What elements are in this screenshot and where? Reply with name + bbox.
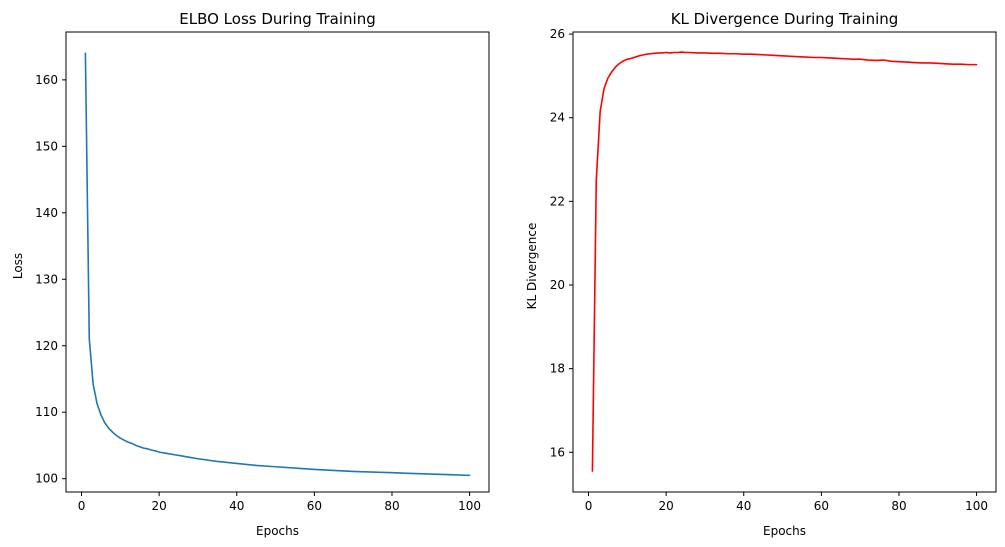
y-tick-label: 24 <box>550 111 565 125</box>
plot-area: 0 20 40 60 80 100 100 110 120 130 140 150 160 <box>35 52 481 513</box>
y-tick-label: 16 <box>550 445 565 459</box>
x-tick-label: 80 <box>384 499 399 513</box>
x-tick-label: 60 <box>814 499 829 513</box>
series-line <box>84 52 471 477</box>
axes-frame <box>65 31 490 493</box>
y-tick-label: 120 <box>35 339 58 353</box>
plot-area: 0 20 40 60 80 100 16 18 20 22 24 26 <box>550 27 988 513</box>
x-tick-label: 20 <box>658 499 673 513</box>
x-tick-label: 80 <box>891 499 906 513</box>
y-tick-label: 110 <box>35 405 58 419</box>
x-tick-label: 100 <box>965 499 988 513</box>
x-tick-label: 20 <box>151 499 166 513</box>
x-tick-label: 100 <box>458 499 481 513</box>
y-tick-label: 18 <box>550 362 565 376</box>
x-axis-label: Epochs <box>256 524 299 538</box>
y-tick-label: 150 <box>35 139 58 153</box>
y-axis-label: KL Divergence <box>525 223 539 310</box>
axes-frame <box>572 31 997 493</box>
y-tick-label: 100 <box>35 472 58 486</box>
x-tick-label: 40 <box>736 499 751 513</box>
y-axis-label: Loss <box>11 253 25 279</box>
x-tick-label: 60 <box>307 499 322 513</box>
y-tick-label: 26 <box>550 27 565 41</box>
x-tick-label: 0 <box>585 499 593 513</box>
y-tick-label: 20 <box>550 278 565 292</box>
elbo-loss-chart: ELBO Loss During Training Epochs Loss 0 2… <box>11 10 490 538</box>
y-tick-label: 22 <box>550 194 565 208</box>
x-tick-label: 0 <box>78 499 86 513</box>
y-tick-label: 140 <box>35 206 58 220</box>
y-tick-label: 130 <box>35 272 58 286</box>
chart-title: KL Divergence During Training <box>671 10 899 28</box>
series-line <box>591 51 978 472</box>
chart-title: ELBO Loss During Training <box>179 10 375 28</box>
x-axis-label: Epochs <box>763 524 806 538</box>
x-tick-label: 40 <box>229 499 244 513</box>
y-tick-label: 160 <box>35 73 58 87</box>
kl-divergence-chart: KL Divergence During Training Epochs KL … <box>525 10 997 538</box>
